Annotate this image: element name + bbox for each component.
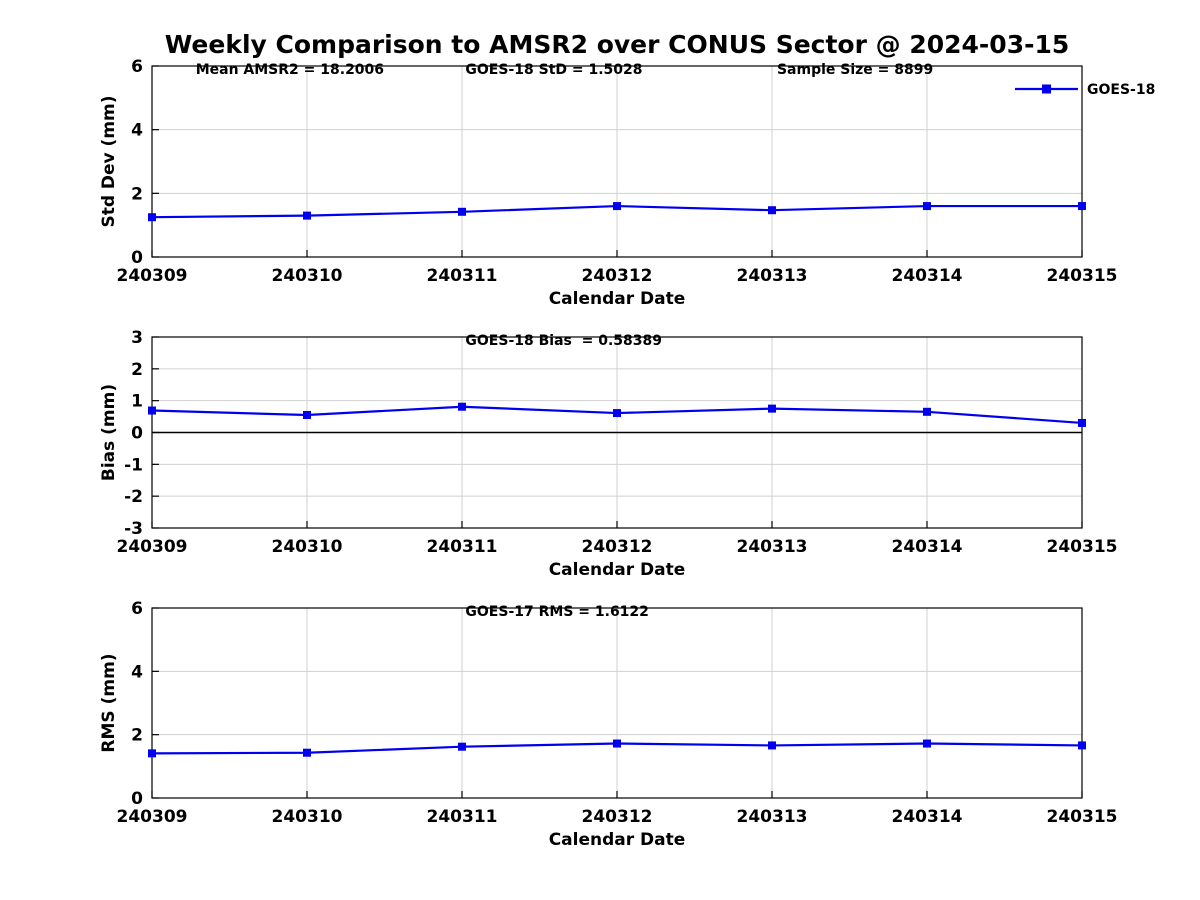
legend-label: GOES-18 bbox=[1087, 82, 1155, 98]
axis-y-label: RMS (mm) bbox=[99, 653, 119, 752]
data-marker bbox=[458, 742, 466, 751]
y-tick-label: 4 bbox=[131, 662, 143, 682]
x-tick-label: 240314 bbox=[892, 266, 963, 286]
data-marker bbox=[303, 748, 311, 757]
data-marker bbox=[768, 206, 776, 215]
x-tick-label: 240311 bbox=[427, 807, 498, 827]
y-tick-label: 2 bbox=[131, 360, 143, 380]
y-tick-label: 4 bbox=[131, 121, 143, 141]
data-marker bbox=[768, 741, 776, 750]
x-tick-label: 240314 bbox=[892, 537, 963, 557]
y-tick-label: -3 bbox=[124, 519, 143, 539]
data-marker bbox=[613, 409, 621, 418]
data-marker bbox=[458, 207, 466, 216]
annotation-text: GOES-18 StD = 1.5028 bbox=[465, 62, 642, 78]
y-tick-label: 1 bbox=[131, 392, 143, 412]
x-tick-label: 240310 bbox=[272, 537, 343, 557]
y-tick-label: 3 bbox=[131, 328, 143, 348]
y-tick-label: 2 bbox=[131, 184, 143, 204]
data-marker bbox=[1078, 418, 1086, 427]
data-marker bbox=[768, 404, 776, 413]
data-marker bbox=[303, 211, 311, 220]
x-tick-label: 240315 bbox=[1047, 807, 1118, 827]
x-tick-label: 240315 bbox=[1047, 266, 1118, 286]
y-tick-label: 2 bbox=[131, 726, 143, 746]
annotation-text: GOES-18 Bias = 0.58389 bbox=[465, 333, 662, 349]
data-marker bbox=[148, 406, 156, 415]
data-marker bbox=[923, 739, 931, 748]
data-marker bbox=[613, 202, 621, 211]
legend-marker bbox=[1042, 84, 1051, 94]
x-tick-label: 240309 bbox=[117, 807, 188, 827]
data-marker bbox=[923, 202, 931, 211]
axis-y-label: Bias (mm) bbox=[99, 384, 119, 481]
data-marker bbox=[923, 407, 931, 416]
x-tick-label: 240315 bbox=[1047, 537, 1118, 557]
x-tick-label: 240313 bbox=[737, 537, 808, 557]
axis-y-label: Std Dev (mm) bbox=[99, 95, 119, 227]
data-marker bbox=[1078, 741, 1086, 750]
axis-x-label: Calendar Date bbox=[549, 830, 686, 850]
annotation-text: Sample Size = 8899 bbox=[777, 62, 933, 78]
x-tick-label: 240309 bbox=[117, 537, 188, 557]
data-marker bbox=[148, 749, 156, 758]
x-tick-label: 240313 bbox=[737, 266, 808, 286]
x-tick-label: 240314 bbox=[892, 807, 963, 827]
x-tick-label: 240312 bbox=[582, 266, 653, 286]
figure-title: Weekly Comparison to AMSR2 over CONUS Se… bbox=[164, 30, 1070, 59]
data-marker bbox=[458, 402, 466, 411]
x-tick-label: 240310 bbox=[272, 807, 343, 827]
data-marker bbox=[303, 410, 311, 419]
y-tick-label: 0 bbox=[131, 248, 143, 268]
axis-x-label: Calendar Date bbox=[549, 289, 686, 309]
annotation-text: Mean AMSR2 = 18.2006 bbox=[196, 62, 384, 78]
data-marker bbox=[148, 213, 156, 222]
x-tick-label: 240311 bbox=[427, 537, 498, 557]
axis-x-label: Calendar Date bbox=[549, 560, 686, 580]
x-tick-label: 240312 bbox=[582, 807, 653, 827]
y-tick-label: 6 bbox=[131, 57, 143, 77]
y-tick-label: -1 bbox=[124, 455, 143, 475]
data-marker bbox=[1078, 202, 1086, 211]
x-tick-label: 240311 bbox=[427, 266, 498, 286]
y-tick-label: 0 bbox=[131, 424, 143, 444]
x-tick-label: 240309 bbox=[117, 266, 188, 286]
y-tick-label: 6 bbox=[131, 599, 143, 619]
y-tick-label: 0 bbox=[131, 789, 143, 809]
x-tick-label: 240312 bbox=[582, 537, 653, 557]
x-tick-label: 240310 bbox=[272, 266, 343, 286]
data-marker bbox=[613, 739, 621, 748]
annotation-text: GOES-17 RMS = 1.6122 bbox=[465, 604, 649, 620]
x-tick-label: 240313 bbox=[737, 807, 808, 827]
y-tick-label: -2 bbox=[124, 487, 143, 507]
